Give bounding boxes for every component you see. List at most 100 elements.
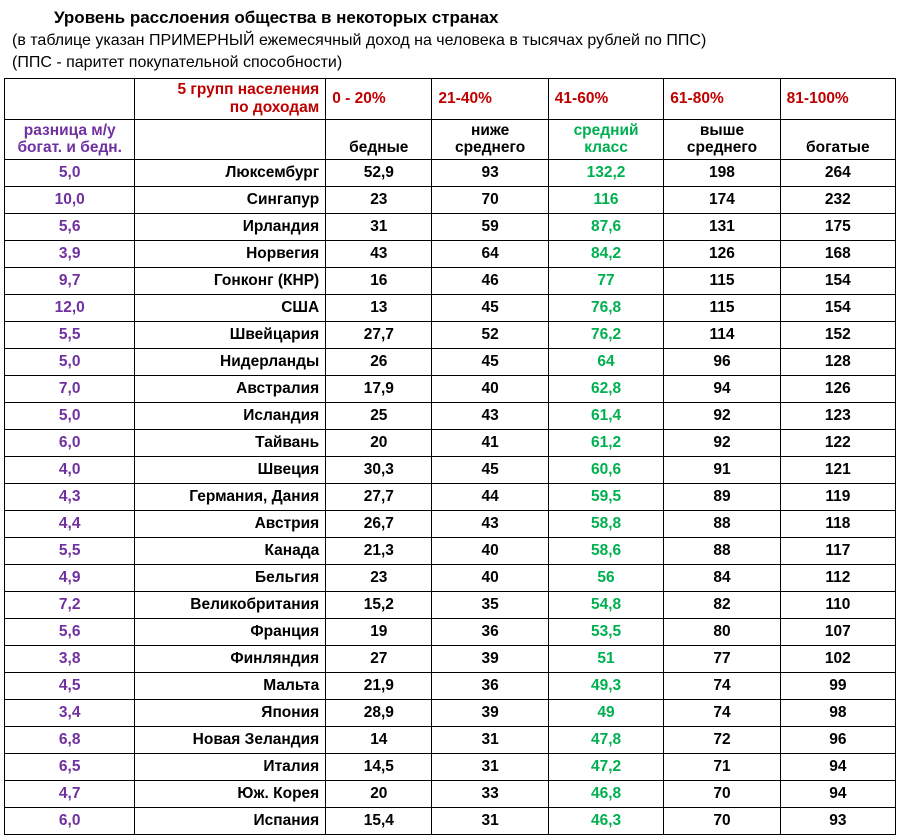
subtitle-2: (ППС - паритет покупательной способности… [4,52,896,74]
value-cell: 20 [326,781,432,808]
ratio-cell: 10,0 [5,187,135,214]
range-1: 21-40% [432,79,548,120]
value-cell: 118 [780,511,895,538]
value-cell: 51 [548,646,664,673]
value-cell: 15,2 [326,592,432,619]
ratio-cell: 4,4 [5,511,135,538]
desc-above-2: среднего [687,139,757,157]
value-cell: 23 [326,565,432,592]
ratio-cell: 3,9 [5,241,135,268]
desc-below-2: среднего [455,139,525,157]
value-cell: 232 [780,187,895,214]
range-2: 41-60% [548,79,664,120]
value-cell: 115 [664,295,780,322]
value-cell: 56 [548,565,664,592]
ratio-cell: 5,6 [5,619,135,646]
country-cell: Швеция [135,457,326,484]
value-cell: 87,6 [548,214,664,241]
value-cell: 89 [664,484,780,511]
value-cell: 96 [780,727,895,754]
diff-label-1: разница м/у [24,122,116,140]
value-cell: 60,6 [548,457,664,484]
value-cell: 99 [780,673,895,700]
ratio-cell: 6,0 [5,430,135,457]
value-cell: 53,5 [548,619,664,646]
value-cell: 70 [432,187,548,214]
value-cell: 77 [548,268,664,295]
value-cell: 39 [432,646,548,673]
table-row: 5,0Нидерланды26456496128 [5,349,896,376]
value-cell: 20 [326,430,432,457]
value-cell: 74 [664,673,780,700]
header-row-desc: разница м/у богат. и бедн. бедные ниже с… [5,119,896,160]
value-cell: 88 [664,511,780,538]
value-cell: 14 [326,727,432,754]
value-cell: 28,9 [326,700,432,727]
value-cell: 43 [326,241,432,268]
value-cell: 39 [432,700,548,727]
value-cell: 27 [326,646,432,673]
value-cell: 80 [664,619,780,646]
value-cell: 36 [432,673,548,700]
value-cell: 33 [432,781,548,808]
country-cell: Франция [135,619,326,646]
table-row: 4,5Мальта21,93649,37499 [5,673,896,700]
ratio-cell: 5,5 [5,322,135,349]
desc-poor: бедные [326,119,432,160]
value-cell: 126 [780,376,895,403]
value-cell: 102 [780,646,895,673]
table-row: 6,0Тайвань204161,292122 [5,430,896,457]
ratio-cell: 12,0 [5,295,135,322]
country-cell: Ирландия [135,214,326,241]
table-row: 5,5Швейцария27,75276,2114152 [5,322,896,349]
value-cell: 25 [326,403,432,430]
ratio-cell: 9,7 [5,268,135,295]
value-cell: 21,9 [326,673,432,700]
country-cell: Мальта [135,673,326,700]
value-cell: 198 [664,160,780,187]
table-row: 7,0Австралия17,94062,894126 [5,376,896,403]
ratio-cell: 4,9 [5,565,135,592]
value-cell: 62,8 [548,376,664,403]
ratio-cell: 5,5 [5,538,135,565]
value-cell: 27,7 [326,322,432,349]
group-label-2: по доходам [230,99,319,117]
value-cell: 43 [432,403,548,430]
desc-middle-2: класс [584,139,628,157]
table-row: 12,0США134576,8115154 [5,295,896,322]
value-cell: 30,3 [326,457,432,484]
value-cell: 94 [780,754,895,781]
value-cell: 45 [432,349,548,376]
country-cell: Италия [135,754,326,781]
value-cell: 46,8 [548,781,664,808]
value-cell: 94 [664,376,780,403]
country-cell: Исландия [135,403,326,430]
value-cell: 88 [664,538,780,565]
value-cell: 41 [432,430,548,457]
country-cell: Норвегия [135,241,326,268]
value-cell: 110 [780,592,895,619]
country-cell: Гонконг (КНР) [135,268,326,295]
country-cell: Германия, Дания [135,484,326,511]
value-cell: 122 [780,430,895,457]
ratio-cell: 4,0 [5,457,135,484]
table-row: 4,3Германия, Дания27,74459,589119 [5,484,896,511]
value-cell: 64 [548,349,664,376]
country-cell: Юж. Корея [135,781,326,808]
value-cell: 84,2 [548,241,664,268]
country-cell: Новая Зеландия [135,727,326,754]
ratio-cell: 5,6 [5,214,135,241]
value-cell: 19 [326,619,432,646]
ratio-cell: 5,0 [5,403,135,430]
ratio-cell: 4,3 [5,484,135,511]
value-cell: 93 [432,160,548,187]
value-cell: 40 [432,565,548,592]
value-cell: 23 [326,187,432,214]
table-row: 5,0Люксембург52,993132,2198264 [5,160,896,187]
desc-middle-1: средний [574,122,639,140]
value-cell: 92 [664,403,780,430]
value-cell: 175 [780,214,895,241]
range-3: 61-80% [664,79,780,120]
table-row: 3,8Финляндия27395177102 [5,646,896,673]
ratio-cell: 4,5 [5,673,135,700]
